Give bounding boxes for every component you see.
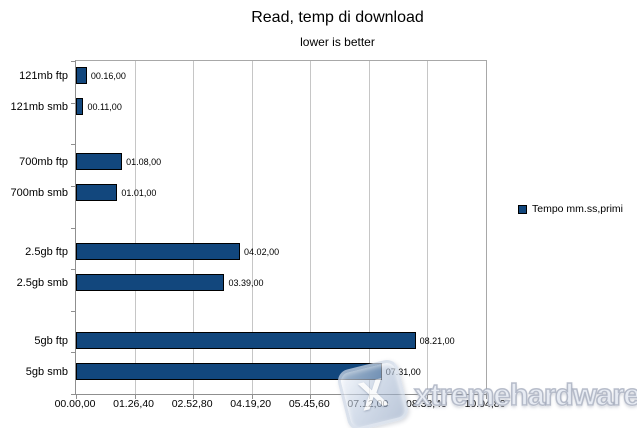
bar	[76, 243, 241, 260]
category-label: 121mb ftp	[19, 69, 68, 82]
bar	[76, 184, 118, 201]
chart-title: Read, temp di download	[251, 9, 424, 26]
y-axis-tick	[71, 102, 75, 104]
x-axis-tick	[193, 395, 195, 399]
bar-value-label: 00.11,00	[87, 101, 122, 112]
legend: Tempo mm.ss,primi	[518, 203, 623, 215]
x-axis-label: 04.19,20	[230, 398, 272, 410]
category-label: 2.5gb smb	[16, 276, 68, 289]
bar-row: 700mb smb 01.01,00	[11, 184, 486, 201]
category-label: 5gb smb	[25, 365, 68, 378]
x-axis-tick	[486, 395, 487, 399]
gridline	[427, 61, 429, 394]
bar	[76, 363, 382, 380]
y-axis-tick	[71, 352, 75, 354]
bar-row: 121mb ftp 00.16,00	[19, 67, 486, 84]
plot-area: 121mb ftp 00.16,00 121mb smb 00.11,00 700mb …	[11, 60, 487, 399]
bar-value-label: 04.02,00	[244, 246, 280, 257]
bar-row: 700mb ftp 01.08,00	[19, 153, 486, 170]
legend-swatch-icon	[518, 204, 527, 214]
bar	[76, 274, 225, 291]
bar	[76, 332, 416, 349]
y-axis-tick	[71, 394, 75, 395]
x-axis-label: 05.45,60	[288, 398, 330, 410]
y-axis-tick	[71, 144, 75, 146]
y-axis-tick	[71, 61, 75, 62]
bar-value-label: 07.31,00	[385, 366, 421, 377]
category-label: 700mb ftp	[19, 155, 68, 168]
x-axis-label: 08.38,40	[405, 398, 447, 410]
legend-label: Tempo mm.ss,primi	[532, 203, 624, 215]
gridline	[193, 61, 195, 394]
bar-value-label: 03.39,00	[228, 277, 264, 288]
x-axis-label: 00.00,00	[54, 398, 96, 410]
x-axis-label: 10.04,80	[464, 398, 506, 410]
bar-value-label: 00.16,00	[90, 70, 126, 81]
category-label: 700mb smb	[10, 186, 68, 199]
bar-row: 121mb smb 00.11,00	[11, 98, 486, 115]
gridline	[134, 61, 136, 394]
x-axis-tick	[427, 395, 429, 399]
bar-row: 5gb smb 07.31,00	[26, 363, 486, 380]
x-axis-label: 01.26,40	[113, 398, 154, 410]
bar-row: 5gb ftp 08.21,00	[34, 332, 486, 349]
x-axis-label: 02.52,80	[171, 398, 213, 410]
category-label: 121mb smb	[10, 100, 68, 113]
y-axis-tick	[71, 310, 75, 312]
x-axis-tick	[134, 395, 136, 399]
bar	[76, 98, 84, 115]
x-axis-tick	[251, 395, 253, 399]
gridline	[368, 61, 370, 394]
bar-row: 2.5gb smb 03.39,00	[17, 274, 486, 291]
chart-subtitle: lower is better	[300, 35, 375, 49]
y-axis-tick	[71, 185, 75, 187]
category-label: 5gb ftp	[34, 334, 68, 347]
x-axis-tick	[310, 395, 312, 399]
gridline	[251, 61, 253, 394]
bar-value-label: 01.01,00	[121, 187, 157, 198]
x-axis-label: 07.12,00	[347, 398, 389, 410]
category-label: 2.5gb ftp	[25, 245, 68, 258]
y-axis-tick	[71, 269, 75, 271]
bar	[76, 67, 87, 84]
bar-value-label: 08.21,00	[419, 335, 455, 346]
y-axis-tick	[71, 227, 75, 229]
bar-value-label: 01.08,00	[126, 156, 162, 167]
bar	[76, 153, 123, 170]
gridline	[310, 61, 312, 394]
x-axis-tick	[76, 395, 77, 399]
bar-row: 2.5gb ftp 04.02,00	[25, 243, 486, 260]
